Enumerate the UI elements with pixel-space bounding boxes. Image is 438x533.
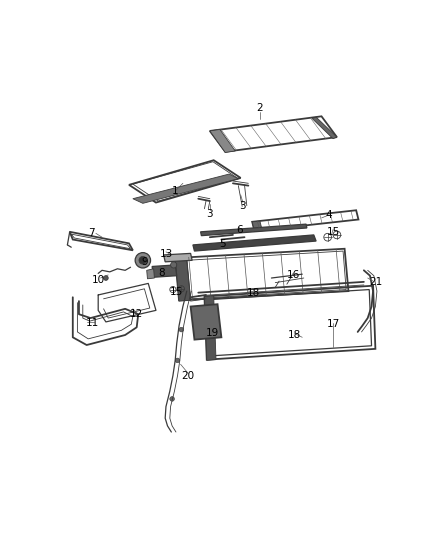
- Text: 18: 18: [246, 288, 260, 298]
- Text: 21: 21: [369, 277, 382, 287]
- Text: 3: 3: [240, 201, 246, 212]
- Polygon shape: [164, 253, 192, 262]
- Text: 15: 15: [170, 287, 184, 297]
- Polygon shape: [312, 117, 337, 139]
- Text: 8: 8: [158, 268, 165, 278]
- Circle shape: [139, 256, 147, 264]
- Circle shape: [103, 276, 108, 280]
- Text: 15: 15: [326, 227, 340, 237]
- Polygon shape: [152, 265, 177, 277]
- Text: 19: 19: [205, 328, 219, 338]
- Text: 17: 17: [326, 319, 340, 329]
- Text: 9: 9: [141, 257, 148, 267]
- Text: 16: 16: [286, 270, 300, 280]
- Text: 11: 11: [85, 318, 99, 328]
- Text: 13: 13: [159, 249, 173, 259]
- Circle shape: [170, 262, 177, 268]
- Polygon shape: [191, 304, 221, 340]
- Text: 2: 2: [257, 103, 263, 113]
- Text: 4: 4: [326, 210, 332, 220]
- Polygon shape: [205, 296, 216, 360]
- Text: 20: 20: [182, 371, 195, 381]
- Polygon shape: [175, 257, 191, 301]
- Circle shape: [179, 327, 184, 332]
- Text: 5: 5: [219, 239, 226, 249]
- Polygon shape: [193, 235, 316, 251]
- Polygon shape: [252, 221, 262, 231]
- Circle shape: [175, 358, 180, 363]
- Circle shape: [135, 253, 151, 268]
- Text: 10: 10: [92, 274, 105, 285]
- Circle shape: [170, 397, 174, 401]
- Polygon shape: [201, 224, 307, 236]
- Text: 1: 1: [172, 186, 179, 196]
- Text: 12: 12: [130, 309, 143, 319]
- Text: 18: 18: [288, 330, 301, 340]
- Text: 7: 7: [88, 228, 95, 238]
- Polygon shape: [147, 269, 155, 279]
- Polygon shape: [133, 174, 238, 203]
- Text: 3: 3: [207, 209, 213, 219]
- Text: 6: 6: [236, 224, 242, 235]
- Polygon shape: [210, 130, 235, 152]
